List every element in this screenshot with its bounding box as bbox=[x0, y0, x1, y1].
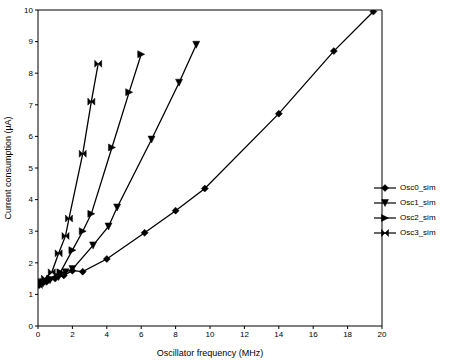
svg-text:Oscillator frequency (MHz): Oscillator frequency (MHz) bbox=[157, 348, 264, 358]
html-text:Osc3_sim: Osc3_sim bbox=[400, 228, 436, 237]
svg-text:0: 0 bbox=[29, 322, 34, 331]
svg-text:2: 2 bbox=[29, 259, 34, 268]
svg-text:7: 7 bbox=[29, 101, 34, 110]
svg-text:0: 0 bbox=[36, 330, 41, 339]
svg-text:10: 10 bbox=[206, 330, 215, 339]
svg-text:16: 16 bbox=[309, 330, 318, 339]
svg-text:9: 9 bbox=[29, 37, 34, 46]
svg-text:14: 14 bbox=[274, 330, 283, 339]
svg-text:6: 6 bbox=[29, 132, 34, 141]
svg-text:6: 6 bbox=[139, 330, 144, 339]
svg-text:Current consumption (µA): Current consumption (µA) bbox=[8, 116, 13, 219]
svg-text:20: 20 bbox=[378, 330, 387, 339]
html-text:Osc2_sim: Osc2_sim bbox=[400, 213, 436, 222]
svg-text:3: 3 bbox=[29, 227, 34, 236]
svg-text:12: 12 bbox=[240, 330, 249, 339]
svg-text:8: 8 bbox=[29, 69, 34, 78]
svg-text:1: 1 bbox=[29, 290, 34, 299]
svg-text:2: 2 bbox=[70, 330, 75, 339]
svg-text:4: 4 bbox=[29, 195, 34, 204]
svg-text:10: 10 bbox=[24, 6, 33, 15]
svg-text:8: 8 bbox=[173, 330, 178, 339]
html-text:Osc0_sim: Osc0_sim bbox=[400, 183, 436, 192]
svg-text:5: 5 bbox=[29, 164, 34, 173]
svg-text:4: 4 bbox=[105, 330, 110, 339]
svg-text:18: 18 bbox=[343, 330, 352, 339]
html-text:Osc1_sim: Osc1_sim bbox=[400, 198, 436, 207]
